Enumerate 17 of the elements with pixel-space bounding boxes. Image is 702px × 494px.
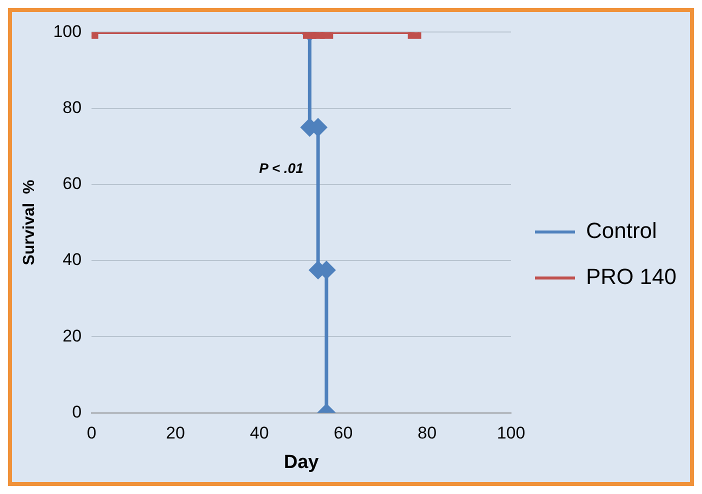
y-tick-label: 80 <box>62 98 82 118</box>
legend-label: PRO 140 <box>586 264 676 290</box>
x-tick-label: 80 <box>418 424 437 443</box>
legend-label: Control <box>586 218 657 244</box>
y-tick-label: 60 <box>62 174 82 194</box>
x-tick-label: 60 <box>334 424 353 443</box>
y-tick-label: 40 <box>62 250 82 270</box>
x-tick-label: 20 <box>166 424 185 443</box>
y-tick-label: 100 <box>53 22 82 41</box>
x-tick-label: 100 <box>496 424 526 443</box>
x-tick-label: 0 <box>86 424 96 443</box>
annotation: P < .01 <box>259 160 304 176</box>
y-tick-label: 0 <box>72 402 82 422</box>
y-axis-title: Survival % <box>21 180 38 266</box>
x-tick-label: 40 <box>250 424 269 443</box>
x-axis-title: Day <box>284 452 320 473</box>
y-tick-label: 20 <box>62 326 82 346</box>
